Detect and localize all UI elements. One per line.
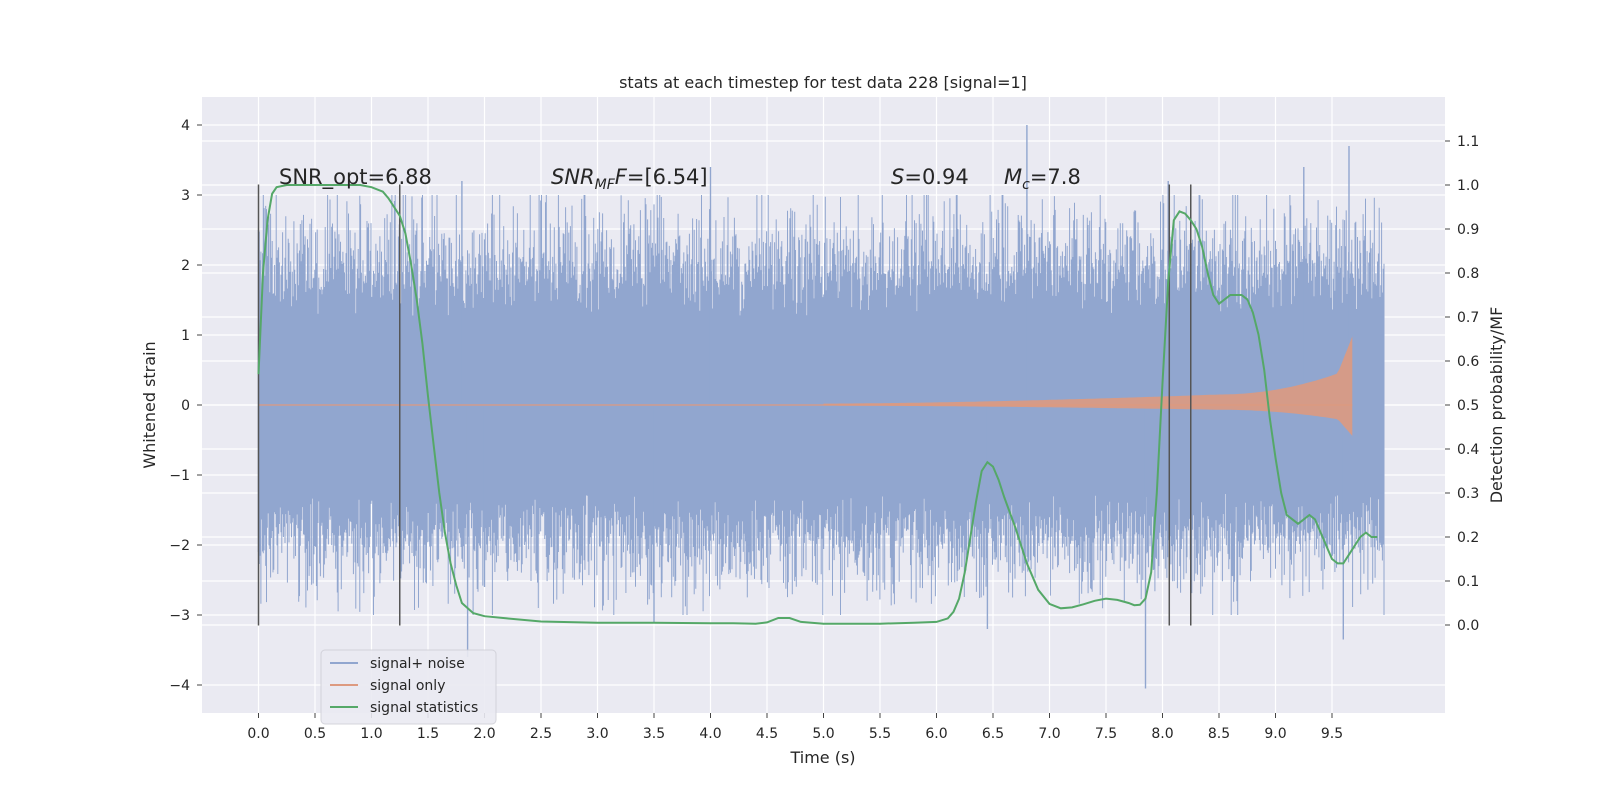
y-axis-ticks: 4 3 2 1 0 −1 −2 −3 −4 bbox=[169, 118, 202, 694]
y-tick-label: 2 bbox=[181, 258, 190, 274]
y-axis-title: Whitened strain bbox=[140, 341, 159, 468]
legend-label-statistics: signal statistics bbox=[370, 700, 478, 716]
y-tick-label: 0 bbox=[181, 398, 190, 414]
legend-label-noise: signal+ noise bbox=[370, 656, 465, 672]
x-tick-label: 7.5 bbox=[1095, 726, 1117, 742]
legend: signal+ noise signal only signal statist… bbox=[320, 649, 497, 725]
x-tick-label: 2.5 bbox=[530, 726, 552, 742]
y-tick-label: −1 bbox=[169, 468, 190, 484]
statistics-line bbox=[257, 184, 1378, 625]
y-tick-label: 4 bbox=[181, 118, 190, 134]
signal-only-series bbox=[258, 336, 1353, 436]
y-tick-label: 3 bbox=[181, 188, 190, 204]
signal-statistics-series bbox=[257, 184, 1378, 625]
y-tick-label: −4 bbox=[169, 678, 190, 694]
x-tick-label: 9.5 bbox=[1321, 726, 1343, 742]
x-tick-label: 4.0 bbox=[699, 726, 721, 742]
y-right-tick-label: 0.7 bbox=[1457, 310, 1479, 326]
x-tick-label: 8.0 bbox=[1151, 726, 1173, 742]
x-tick-label: 7.0 bbox=[1038, 726, 1060, 742]
x-tick-label: 4.5 bbox=[756, 726, 778, 742]
x-tick-label: 2.0 bbox=[473, 726, 495, 742]
x-tick-label: 1.5 bbox=[417, 726, 439, 742]
annotation-snr-mf: SNRMFF=[6.54] bbox=[551, 165, 708, 193]
x-tick-label: 1.0 bbox=[360, 726, 382, 742]
y-tick-label: −2 bbox=[169, 538, 190, 554]
y-right-tick-label: 0.9 bbox=[1457, 222, 1479, 238]
y-right-tick-label: 0.4 bbox=[1457, 442, 1479, 458]
y-right-axis-ticks: 1.1 1.0 0.9 0.8 0.7 0.6 0.5 0.4 0.3 0.2 0.1 0.0 bbox=[1445, 134, 1479, 634]
annotation-snr-opt: SNR_opt=6.88 bbox=[279, 165, 432, 190]
legend-box bbox=[320, 649, 497, 725]
y-right-tick-label: 1.0 bbox=[1457, 178, 1479, 194]
x-tick-label: 0.5 bbox=[304, 726, 326, 742]
y-right-tick-label: 0.5 bbox=[1457, 398, 1479, 414]
x-tick-label: 6.0 bbox=[925, 726, 947, 742]
x-axis-ticks: 0.0 0.5 1.0 1.5 2.0 2.5 3.0 3.5 4.0 4.5 5.0 5.5 6.0 6… bbox=[247, 713, 1343, 742]
x-tick-label: 5.5 bbox=[869, 726, 891, 742]
x-tick-label: 8.5 bbox=[1208, 726, 1230, 742]
vertical-markers bbox=[257, 184, 1192, 626]
annotation-s: S=0.94 bbox=[891, 165, 969, 189]
x-tick-label: 6.5 bbox=[982, 726, 1004, 742]
chart-title: stats at each timestep for test data 228… bbox=[619, 73, 1027, 92]
y-right-tick-label: 0.1 bbox=[1457, 574, 1479, 590]
legend-label-signal: signal only bbox=[370, 678, 445, 694]
y-right-tick-label: 1.1 bbox=[1457, 134, 1479, 150]
y-right-tick-label: 0.0 bbox=[1457, 618, 1479, 634]
x-tick-label: 3.5 bbox=[643, 726, 665, 742]
y-right-tick-label: 0.2 bbox=[1457, 530, 1479, 546]
y-right-tick-label: 0.3 bbox=[1457, 486, 1479, 502]
y-right-axis-title: Detection probability/MF bbox=[1487, 307, 1506, 504]
x-tick-label: 3.0 bbox=[586, 726, 608, 742]
y-right-tick-label: 0.6 bbox=[1457, 354, 1479, 370]
x-tick-label: 0.0 bbox=[247, 726, 269, 742]
y-tick-label: −3 bbox=[169, 608, 190, 624]
annotation-mc: Mc=7.8 bbox=[1004, 165, 1081, 193]
y-tick-label: 1 bbox=[181, 328, 190, 344]
y-right-tick-label: 0.8 bbox=[1457, 266, 1479, 282]
x-axis-title: Time (s) bbox=[789, 748, 855, 767]
x-tick-label: 5.0 bbox=[812, 726, 834, 742]
x-tick-label: 9.0 bbox=[1264, 726, 1286, 742]
